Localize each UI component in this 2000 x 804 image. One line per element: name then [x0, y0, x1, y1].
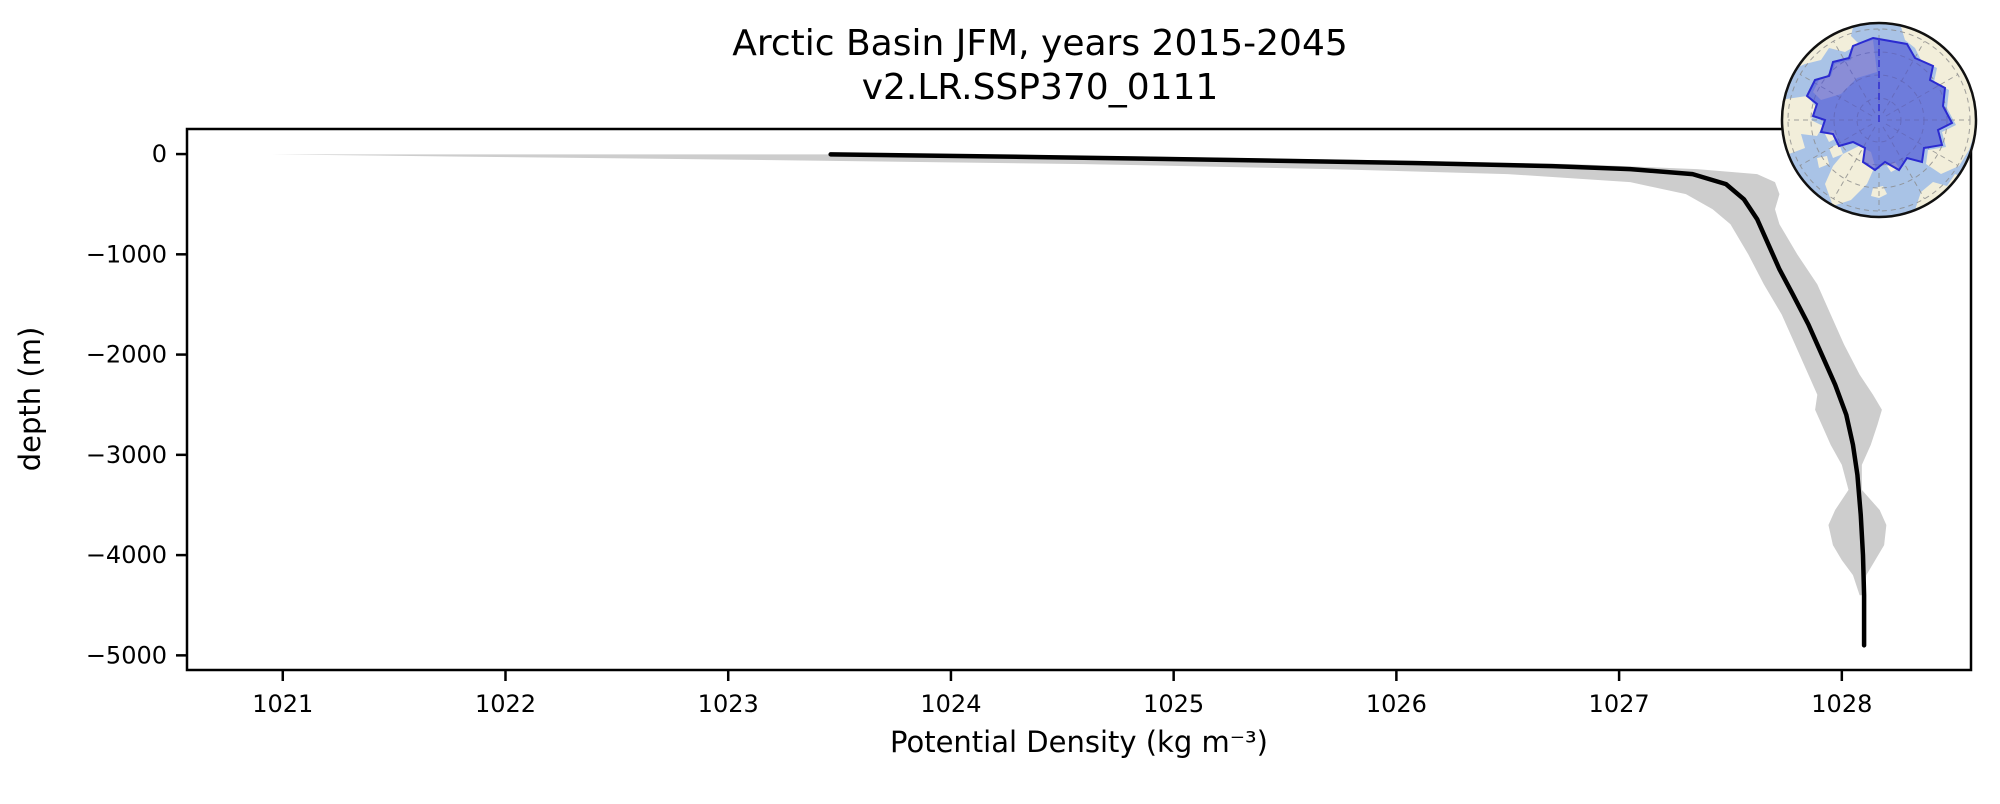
y-tick-label: −3000: [86, 441, 167, 469]
x-tick-label: 1027: [1589, 690, 1650, 718]
y-axis-label: depth (m): [13, 327, 47, 472]
mean-profile-polyline: [828, 152, 1867, 648]
x-tick-label: 1022: [475, 690, 536, 718]
plot-area-spines: [185, 127, 1973, 672]
chart-title: Arctic Basin JFM, years 2015-2045: [732, 23, 1348, 64]
ensemble-spread-band: [271, 154, 1887, 596]
x-tick-label: 1024: [920, 690, 981, 718]
x-axis-label: Potential Density (kg m⁻³): [890, 725, 1268, 759]
inset-island: [1817, 156, 1829, 168]
x-tick-label: 1025: [1143, 690, 1204, 718]
y-tick-label: −2000: [86, 341, 167, 369]
y-tick-label: −5000: [86, 641, 167, 669]
x-tick-label: 1023: [698, 690, 759, 718]
inset-outline-circle: [1780, 21, 1978, 219]
inset-island: [1829, 144, 1843, 158]
y-tick-label: −1000: [86, 240, 167, 268]
spread-band-polygon: [271, 154, 1887, 596]
chart-subtitle: v2.LR.SSP370_0111: [862, 67, 1219, 108]
x-tick-label: 1028: [1811, 690, 1872, 718]
mean-profile-line: [828, 152, 1867, 648]
y-tick-label: −4000: [86, 541, 167, 569]
axis-ticks: 1021 1022 1023 1024 1025 1026 1027 1028 0 −1000 −2…: [86, 140, 1873, 718]
x-tick-label: 1026: [1366, 690, 1427, 718]
inset-graticule-circle: [1787, 28, 1971, 212]
arctic-inset-map: [1780, 21, 1978, 219]
x-tick-label: 1021: [252, 690, 313, 718]
y-tick-label: 0: [152, 140, 167, 168]
